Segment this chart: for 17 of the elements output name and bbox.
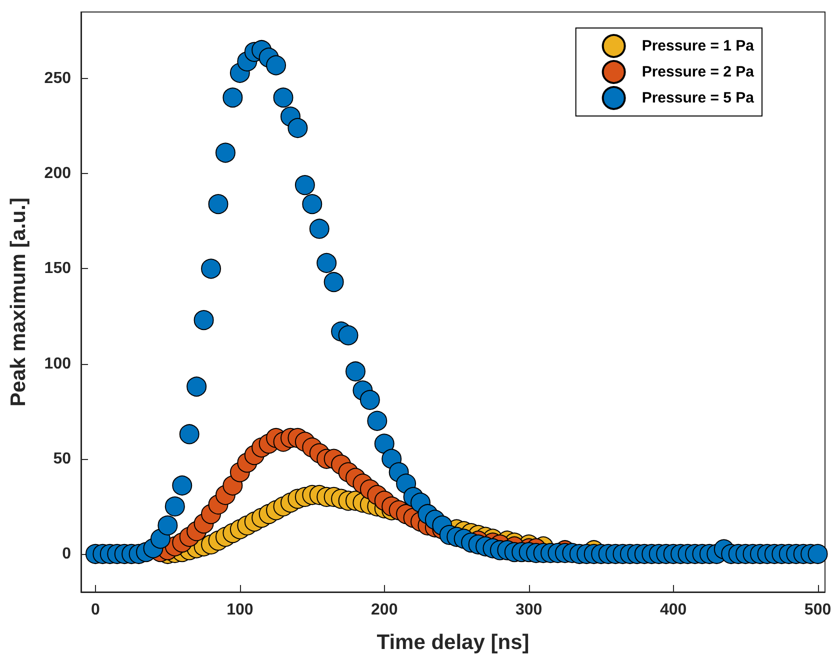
legend-label: Pressure = 2 Pa	[642, 64, 755, 80]
x-tick-label: 400	[660, 602, 687, 618]
x-tick-label: 500	[804, 602, 832, 618]
y-tick-label: 200	[44, 165, 72, 182]
x-tick-label: 100	[226, 602, 254, 618]
y-tick-label: 100	[44, 355, 72, 372]
x-axis-title: Time delay [ns]	[376, 631, 530, 654]
legend-label: Pressure = 1 Pa	[642, 38, 755, 54]
y-tick-label: 250	[44, 70, 72, 88]
x-tick-label: 0	[90, 602, 100, 618]
y-tick-label: 150	[44, 260, 72, 278]
x-tick-label: 300	[515, 602, 542, 618]
y-tick-label: 0	[62, 545, 72, 562]
legend-label: Pressure = 5 Pa	[642, 90, 755, 106]
y-axis-title: Peak maximum [a.u.]	[7, 198, 30, 406]
y-tick-label: 50	[53, 450, 72, 468]
x-tick-label: 200	[371, 602, 398, 618]
